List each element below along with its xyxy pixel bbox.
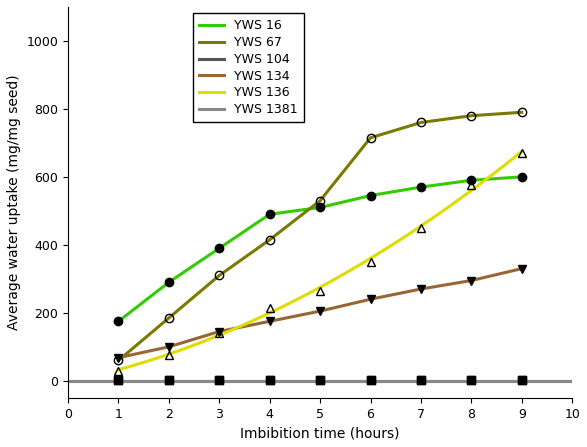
X-axis label: Imbibition time (hours): Imbibition time (hours): [240, 426, 400, 440]
Y-axis label: Average water uptake (mg/mg seed): Average water uptake (mg/mg seed): [7, 75, 21, 330]
Legend: YWS 16, YWS 67, YWS 104, YWS 134, YWS 136, YWS 1381: YWS 16, YWS 67, YWS 104, YWS 134, YWS 13…: [193, 13, 304, 122]
